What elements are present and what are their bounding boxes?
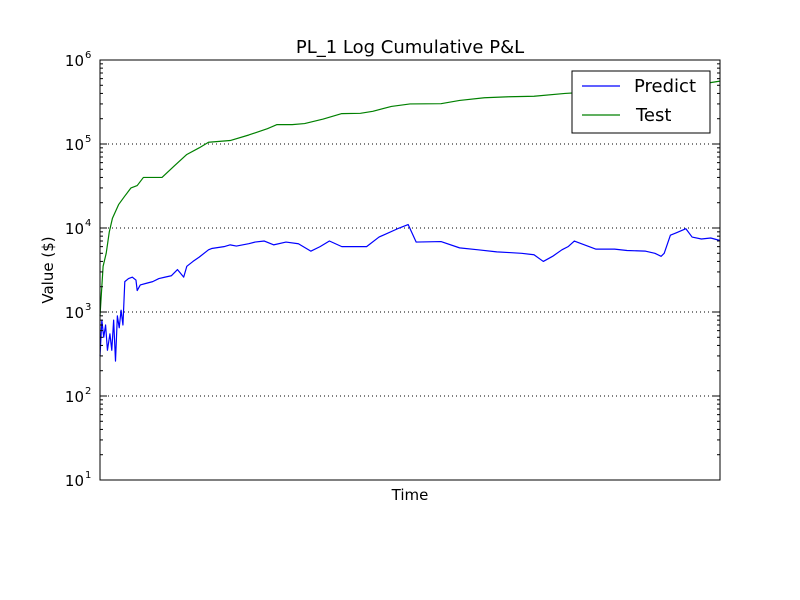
y-tick-label: 10 <box>65 136 84 154</box>
y-tick-exponent: 4 <box>85 218 91 229</box>
y-tick-label: 10 <box>65 388 84 406</box>
y-tick-label: 10 <box>65 220 84 238</box>
y-tick-exponent: 2 <box>85 386 91 397</box>
x-axis-label: Time <box>391 486 429 504</box>
y-tick-exponent: 1 <box>85 470 91 481</box>
plot-frame <box>99 59 721 481</box>
y-axis-label: Value ($) <box>39 236 57 303</box>
y-tick-exponent: 3 <box>85 302 91 313</box>
series-line-predict <box>99 223 721 362</box>
y-tick-exponent: 5 <box>85 134 91 145</box>
legend-box <box>571 70 711 134</box>
y-tick-label: 10 <box>65 304 84 322</box>
y-tick-label: 10 <box>65 472 84 490</box>
y-tick-label: 10 <box>65 52 84 70</box>
legend-label-predict: Predict <box>634 76 696 97</box>
y-tick-exponent: 6 <box>85 50 91 61</box>
chart-title: PL_1 Log Cumulative P&L <box>296 37 524 58</box>
grid-lines <box>100 143 720 397</box>
series-layer <box>99 80 721 362</box>
series-line-test <box>99 80 721 316</box>
legend: Predict Test <box>571 70 711 134</box>
legend-label-test: Test <box>635 105 671 126</box>
